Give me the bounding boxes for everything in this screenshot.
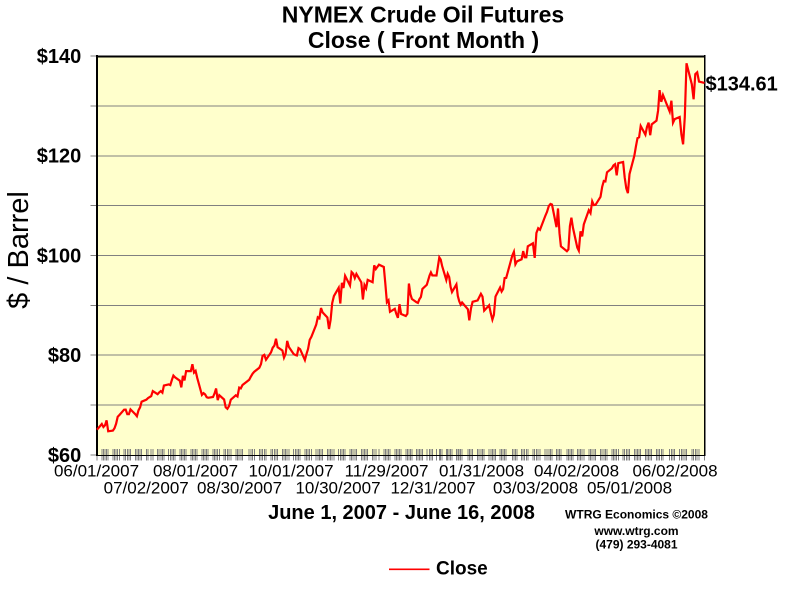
- svg-text:WTRG Economics ©2008: WTRG Economics ©2008: [565, 508, 708, 522]
- svg-text:08/30/2007: 08/30/2007: [197, 478, 282, 497]
- svg-text:07/02/2007: 07/02/2007: [104, 478, 189, 497]
- svg-text:05/01/2008: 05/01/2008: [587, 478, 672, 497]
- svg-text:$120: $120: [37, 146, 82, 168]
- svg-text:Close ( Front Month ): Close ( Front Month ): [308, 27, 539, 53]
- svg-text:$100: $100: [37, 245, 82, 267]
- svg-text:01/31/2008: 01/31/2008: [439, 461, 524, 480]
- svg-text:$80: $80: [48, 345, 81, 367]
- svg-text:$134.61: $134.61: [706, 73, 778, 95]
- svg-text:(479) 293-4081: (479) 293-4081: [595, 538, 677, 552]
- svg-text:$60: $60: [48, 445, 81, 467]
- svg-text:NYMEX Crude Oil Futures: NYMEX Crude Oil Futures: [282, 2, 564, 28]
- svg-text:$140: $140: [37, 46, 82, 68]
- svg-text:06/02/2008: 06/02/2008: [632, 461, 717, 480]
- svg-text:Close: Close: [436, 559, 488, 580]
- svg-text:10/30/2007: 10/30/2007: [295, 478, 380, 497]
- svg-text:06/01/2007: 06/01/2007: [54, 461, 139, 480]
- svg-text:03/03/2008: 03/03/2008: [493, 478, 578, 497]
- svg-text:04/02/2008: 04/02/2008: [534, 461, 619, 480]
- svg-text:www.wtrg.com: www.wtrg.com: [593, 524, 678, 538]
- svg-text:$ / Barrel: $ / Barrel: [3, 191, 35, 309]
- svg-text:11/29/2007: 11/29/2007: [345, 461, 429, 480]
- svg-text:12/31/2007: 12/31/2007: [390, 478, 475, 497]
- svg-text:June 1, 2007 - June 16, 2008: June 1, 2007 - June 16, 2008: [268, 502, 535, 524]
- svg-text:08/01/2007: 08/01/2007: [153, 461, 238, 480]
- svg-text:10/01/2007: 10/01/2007: [248, 461, 333, 480]
